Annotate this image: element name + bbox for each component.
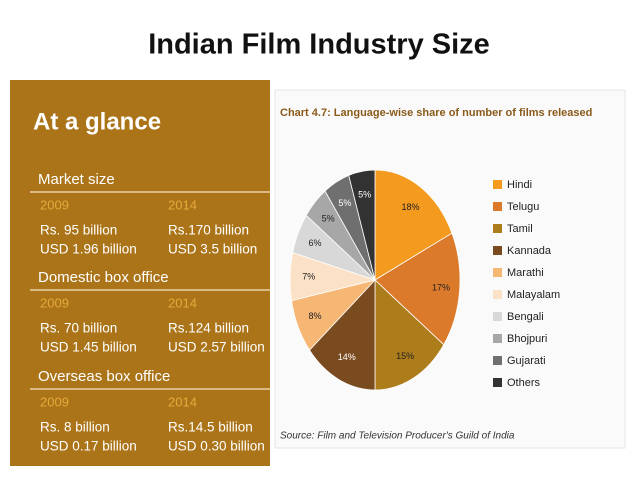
glance-panel	[10, 80, 270, 466]
legend-label: Tamil	[507, 223, 533, 235]
year-label: 2014	[168, 295, 197, 310]
legend-swatch	[493, 180, 502, 189]
slice-label: 17%	[432, 282, 450, 292]
legend-label: Others	[507, 377, 541, 389]
slice-label: 6%	[309, 238, 322, 248]
section-heading: Overseas box office	[38, 368, 170, 385]
legend-swatch	[493, 202, 502, 211]
slice-label: 18%	[402, 202, 420, 212]
legend-swatch	[493, 378, 502, 387]
glance-value: USD 1.45 billion	[40, 340, 137, 355]
slice-label: 5%	[322, 214, 335, 224]
year-label: 2014	[168, 197, 197, 212]
glance-value: USD 2.57 billion	[168, 340, 265, 355]
legend-swatch	[493, 246, 502, 255]
glance-value: Rs. 8 billion	[40, 420, 110, 435]
legend-swatch	[493, 312, 502, 321]
legend-label: Marathi	[507, 267, 544, 279]
legend-swatch	[493, 290, 502, 299]
year-label: 2009	[40, 295, 69, 310]
pie-slice	[309, 278, 376, 391]
section-heading: Domestic box office	[38, 269, 169, 286]
slice-label: 15%	[396, 351, 414, 361]
chart-title: Chart 4.7: Language-wise share of number…	[280, 107, 592, 119]
slice-label: 8%	[309, 311, 322, 321]
slice-label: 5%	[358, 190, 371, 200]
legend-label: Telugu	[507, 201, 539, 213]
year-label: 2014	[168, 394, 197, 409]
legend-label: Hindi	[507, 179, 532, 191]
legend-label: Malayalam	[507, 289, 560, 301]
pie-slice	[374, 232, 461, 346]
legend-swatch	[493, 334, 502, 343]
glance-value: Rs. 70 billion	[40, 321, 117, 336]
year-label: 2009	[40, 394, 69, 409]
section-heading: Market size	[38, 171, 115, 188]
legend-label: Bhojpuri	[507, 333, 547, 345]
slice-label: 5%	[338, 198, 351, 208]
legend-label: Kannada	[507, 245, 552, 257]
year-label: 2009	[40, 197, 69, 212]
glance-value: Rs. 95 billion	[40, 223, 117, 238]
legend-label: Bengali	[507, 311, 544, 323]
legend-swatch	[493, 224, 502, 233]
legend-swatch	[493, 356, 502, 365]
glance-value: Rs.170 billion	[168, 223, 249, 238]
pie-slice	[374, 169, 453, 281]
slice-label: 14%	[338, 352, 356, 362]
legend-swatch	[493, 268, 502, 277]
glance-value: USD 0.17 billion	[40, 439, 137, 454]
glance-value: Rs.14.5 billion	[168, 420, 253, 435]
glance-value: USD 0.30 billion	[168, 439, 265, 454]
pie-slice	[374, 279, 445, 391]
glance-value: Rs.124 billion	[168, 321, 249, 336]
glance-title: At a glance	[33, 108, 161, 135]
glance-value: USD 3.5 billion	[168, 242, 257, 257]
slice-label: 7%	[302, 272, 315, 282]
pie-slice	[348, 169, 376, 281]
glance-value: USD 1.96 billion	[40, 242, 137, 257]
chart-source: Source: Film and Television Producer's G…	[280, 431, 515, 442]
legend-label: Gujarati	[507, 355, 546, 367]
slide-title: Indian Film Industry Size	[148, 29, 490, 61]
